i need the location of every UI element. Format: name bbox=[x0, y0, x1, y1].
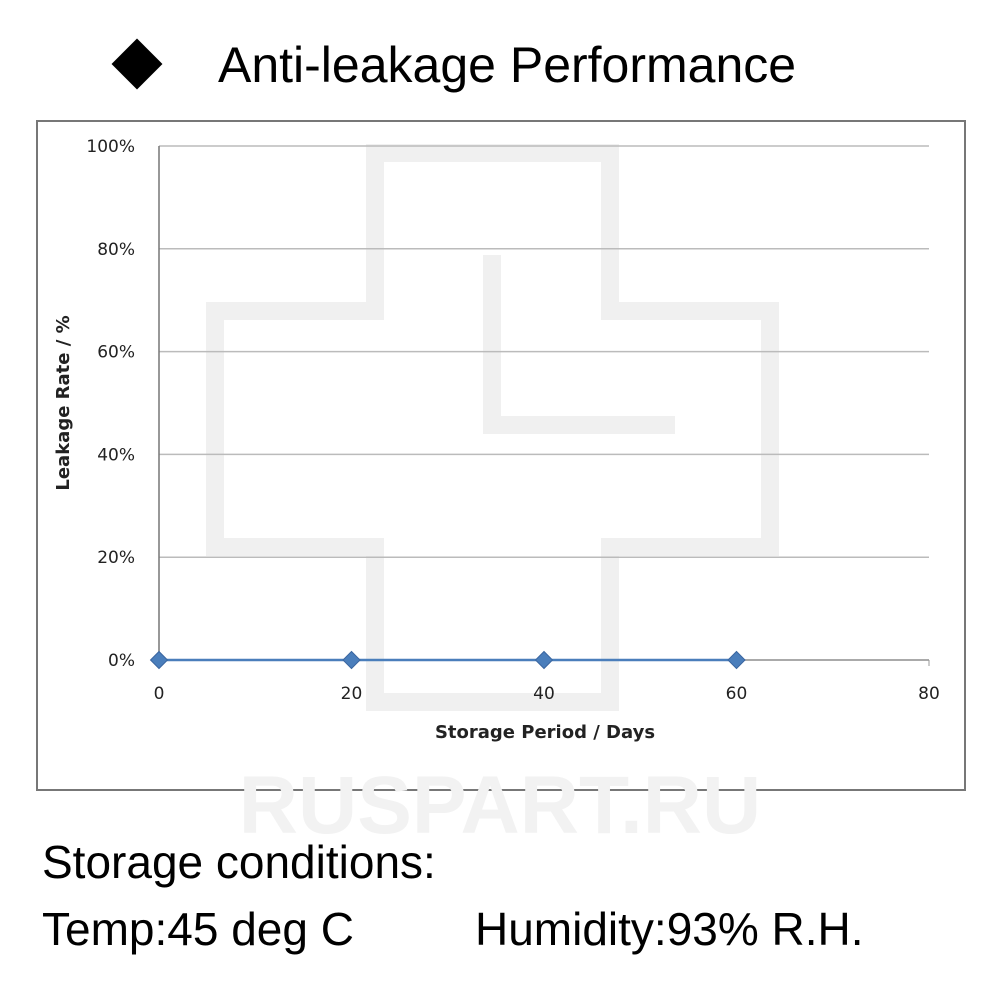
watermark: RUSPART.RU bbox=[239, 760, 761, 851]
y-tick-label: 40% bbox=[97, 445, 135, 465]
plot: 0% 20% 40% 60% 80% 100% 0 20 40 60 80 Storage Perio… bbox=[53, 137, 940, 743]
data-point bbox=[727, 650, 746, 670]
bullet bbox=[111, 38, 163, 90]
y-tick-label: 100% bbox=[86, 137, 135, 157]
cross-inner bbox=[483, 255, 675, 434]
y-tick-label: 60% bbox=[97, 343, 135, 363]
watermark-cross bbox=[206, 144, 779, 711]
x-tick-label: 40 bbox=[533, 684, 555, 704]
chart-title: Anti-leakage Performance bbox=[218, 37, 796, 93]
x-tick-label: 20 bbox=[341, 684, 363, 704]
y-tick-label: 80% bbox=[97, 240, 135, 260]
y-axis-label: Leakage Rate / % bbox=[53, 315, 74, 490]
footer-humidity: Humidity:93% R.H. bbox=[475, 903, 864, 955]
y-tick-label: 20% bbox=[97, 548, 135, 568]
footer-heading: Storage conditions: bbox=[42, 836, 436, 888]
x-tick-label: 60 bbox=[726, 684, 748, 704]
y-tick-label: 0% bbox=[108, 651, 135, 671]
data-point bbox=[534, 650, 554, 670]
cross-outer bbox=[206, 144, 779, 711]
chart-frame bbox=[36, 120, 966, 791]
footer-temp: Temp:45 deg C bbox=[42, 903, 354, 955]
x-tick-label: 80 bbox=[918, 684, 940, 704]
data-point bbox=[149, 650, 169, 670]
x-tick-label: 0 bbox=[154, 684, 165, 704]
data-point bbox=[342, 650, 361, 670]
x-axis-label: Storage Period / Days bbox=[435, 722, 655, 743]
